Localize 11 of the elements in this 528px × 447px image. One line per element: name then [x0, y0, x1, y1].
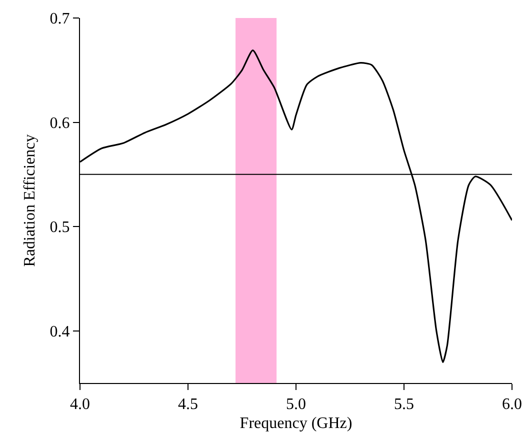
x-tick-label: 4.5	[178, 396, 198, 414]
x-tick-label: 5.5	[394, 396, 414, 414]
y-tick-label: 0.4	[50, 323, 70, 340]
x-tick-label: 4.0	[70, 396, 90, 414]
y-axis-title: Radiation Efficiency	[22, 134, 39, 267]
y-tick-label: 0.5	[50, 219, 70, 236]
y-tick-label: 0.7	[50, 10, 70, 28]
x-tick-label: 6.0	[502, 396, 522, 414]
x-tick-label: 5.0	[286, 396, 306, 414]
y-tick-label: 0.6	[50, 114, 70, 132]
x-axis-title: Frequency (GHz)	[240, 414, 352, 432]
